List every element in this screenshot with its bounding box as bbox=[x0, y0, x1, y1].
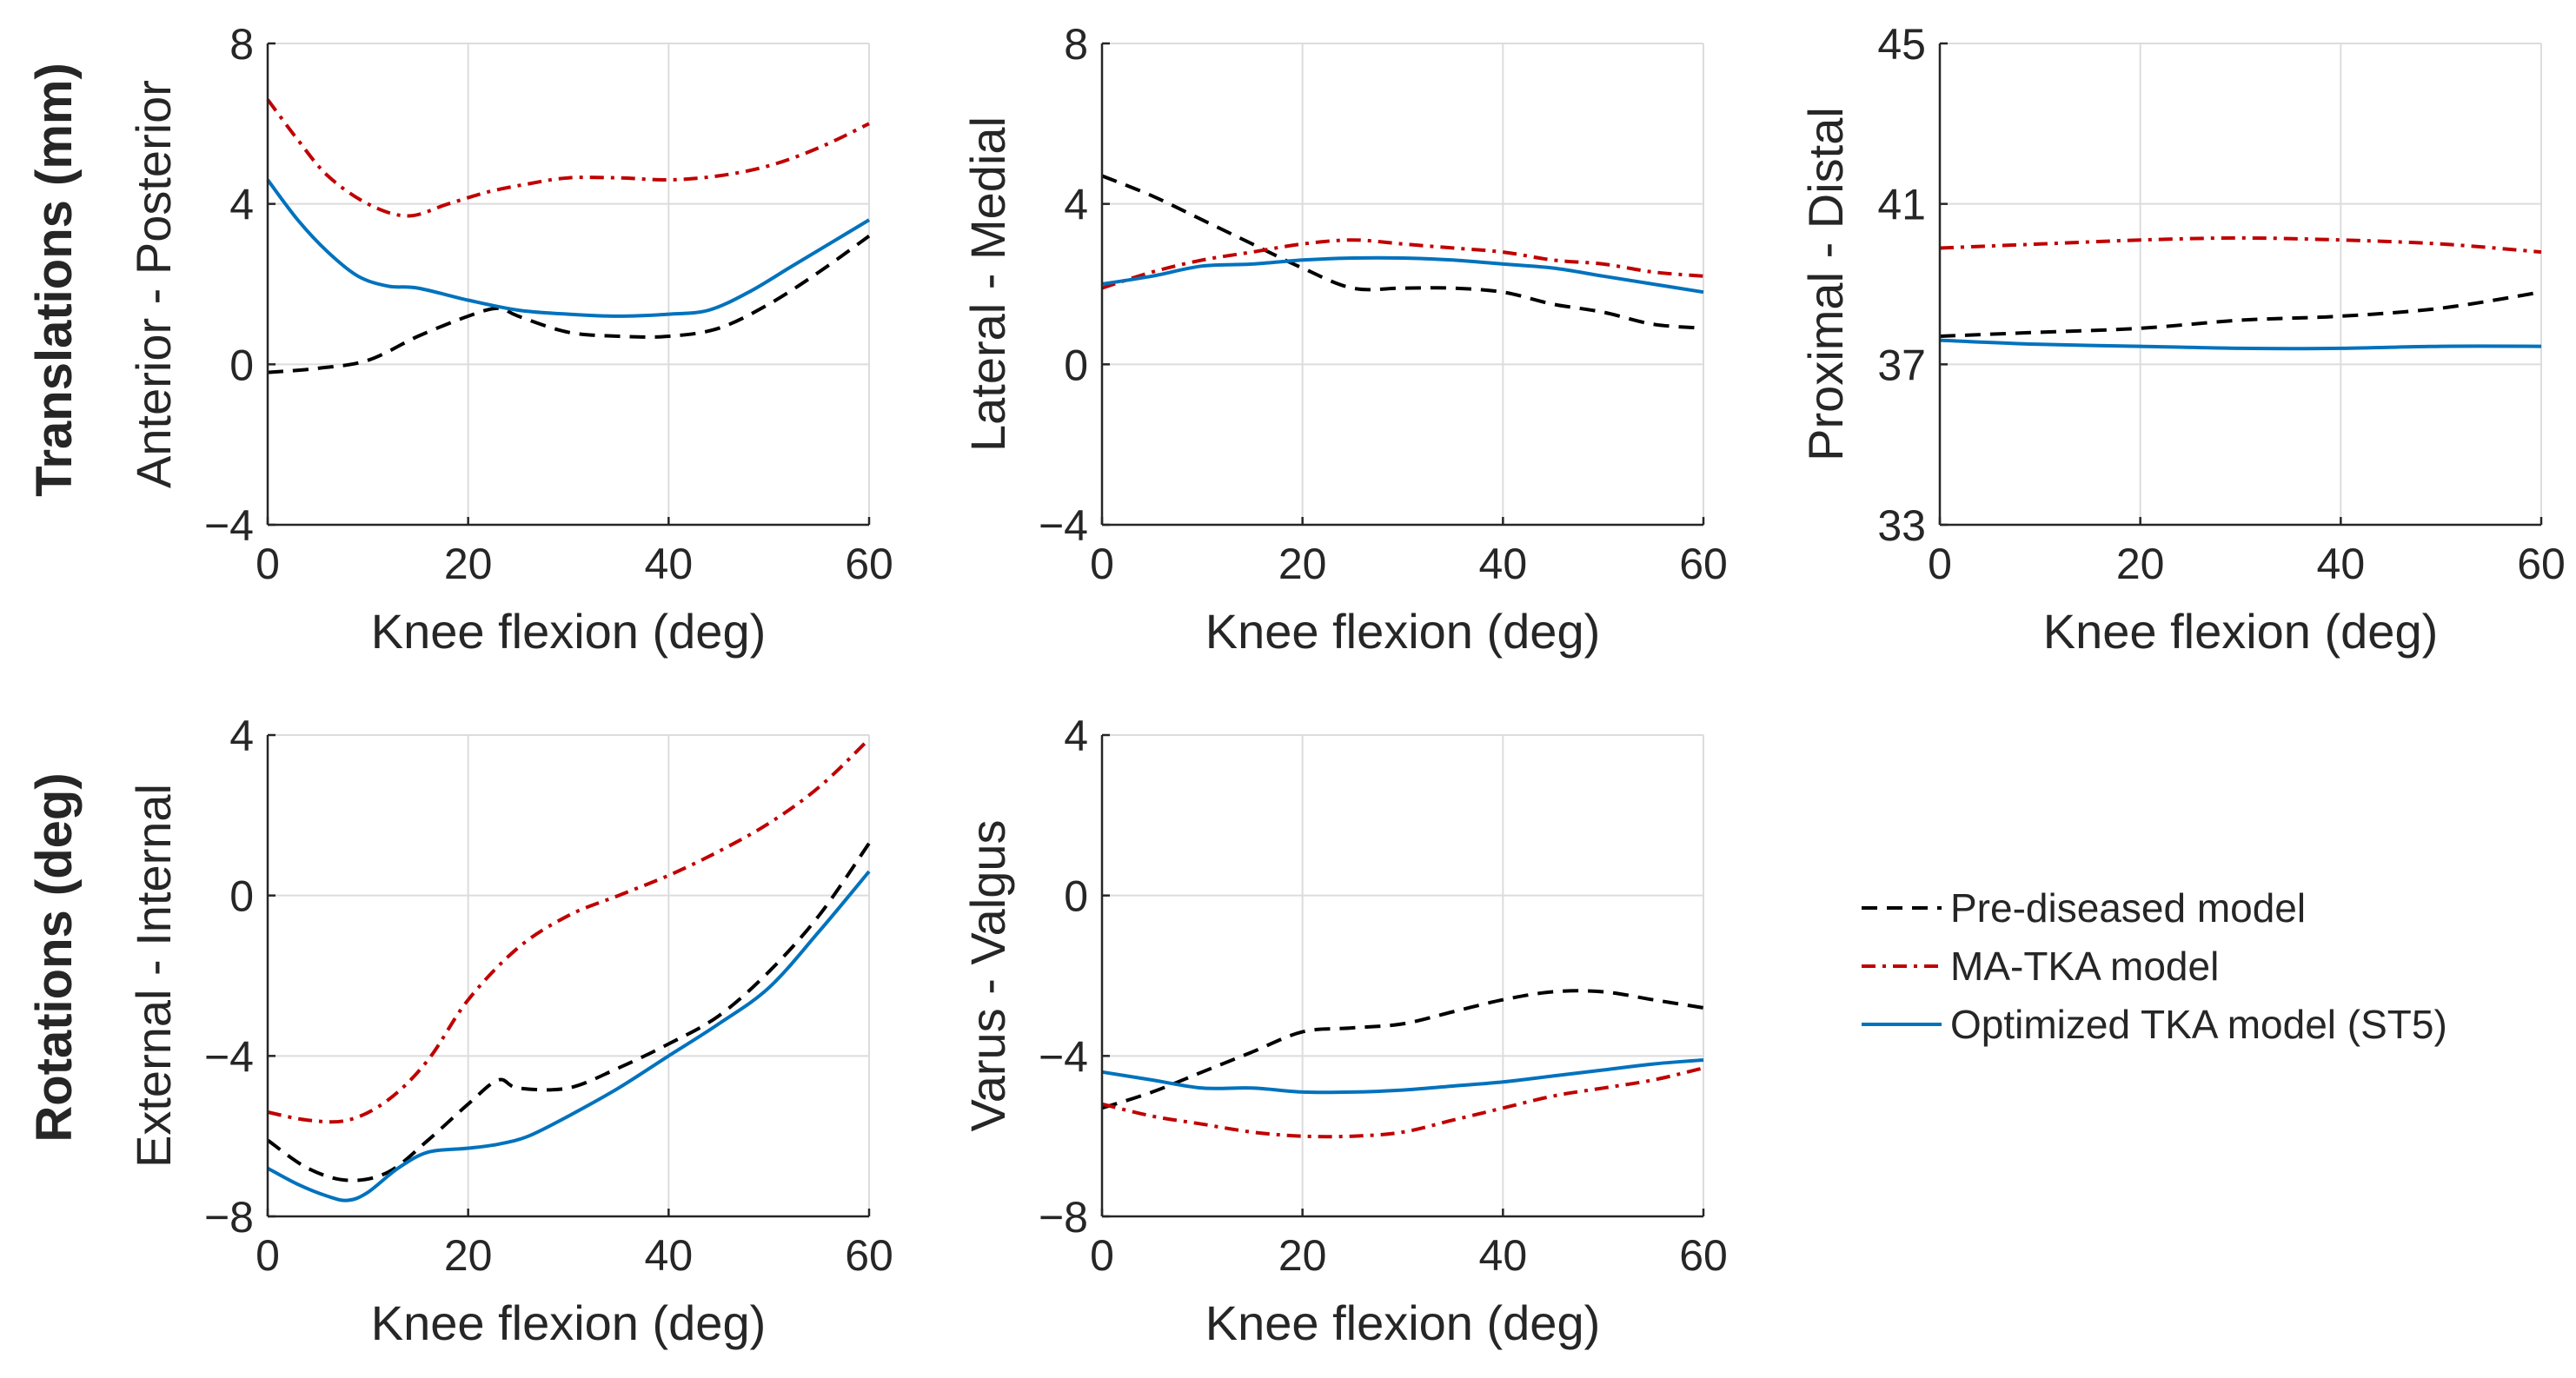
y-tick-label: 0 bbox=[229, 341, 254, 389]
series-line-ma bbox=[1101, 1066, 1704, 1139]
y-tick-label: 41 bbox=[1877, 181, 1926, 229]
x-tick-label: 0 bbox=[1090, 1231, 1114, 1280]
series-line-pre bbox=[1101, 174, 1704, 330]
y-tick-label: 4 bbox=[1064, 712, 1088, 760]
y-axis-label: Proximal - Distal bbox=[1798, 107, 1853, 461]
x-axis-label: Knee flexion (deg) bbox=[1205, 604, 1601, 659]
y-tick-label: −4 bbox=[204, 1032, 254, 1081]
y-axis-label: Anterior - Posterior bbox=[126, 80, 181, 488]
series-line-opt bbox=[1101, 1058, 1704, 1095]
x-tick-label: 40 bbox=[2317, 540, 2366, 588]
y-tick-label: 0 bbox=[1064, 341, 1088, 389]
x-tick-label: 60 bbox=[1679, 1231, 1728, 1280]
legend-label-opt: Optimized TKA model (ST5) bbox=[1950, 1002, 2447, 1047]
x-tick-label: 60 bbox=[1679, 540, 1728, 588]
x-tick-label: 0 bbox=[256, 540, 280, 588]
series-line-opt bbox=[266, 178, 871, 318]
y-tick-label: 8 bbox=[229, 20, 254, 69]
x-tick-label: 40 bbox=[1479, 540, 1528, 588]
series-line-pre bbox=[266, 842, 871, 1183]
x-tick-label: 0 bbox=[256, 1231, 280, 1280]
y-axis-label: Varus - Valgus bbox=[960, 820, 1015, 1132]
x-tick-label: 20 bbox=[1278, 540, 1327, 588]
row-label-rotations: Rotations (deg) bbox=[26, 772, 83, 1142]
y-tick-label: 4 bbox=[229, 181, 254, 229]
x-tick-label: 20 bbox=[444, 1231, 493, 1280]
series-line-opt bbox=[1939, 338, 2542, 351]
x-tick-label: 40 bbox=[645, 1231, 694, 1280]
x-tick-label: 20 bbox=[1278, 1231, 1327, 1280]
row-label-translations: Translations (mm) bbox=[26, 63, 83, 497]
y-tick-label: 4 bbox=[1064, 181, 1088, 229]
series-line-pre bbox=[1939, 290, 2542, 338]
series-line-ma bbox=[1939, 235, 2542, 255]
y-tick-label: 37 bbox=[1877, 341, 1926, 389]
y-tick-label: 0 bbox=[1064, 872, 1088, 921]
series-line-ma bbox=[1101, 238, 1704, 290]
legend-label-pre: Pre-diseased model bbox=[1950, 885, 2306, 931]
x-tick-label: 40 bbox=[645, 540, 694, 588]
x-axis-label: Knee flexion (deg) bbox=[1205, 1295, 1601, 1350]
y-axis-label: Lateral - Medial bbox=[960, 116, 1015, 452]
y-tick-label: −8 bbox=[1039, 1193, 1088, 1242]
x-tick-label: 60 bbox=[845, 1231, 893, 1280]
series-line-opt bbox=[1101, 255, 1704, 295]
series-line-pre bbox=[1101, 989, 1704, 1110]
y-tick-label: −4 bbox=[1039, 501, 1088, 550]
legend-label-ma: MA-TKA model bbox=[1950, 944, 2219, 989]
x-tick-label: 60 bbox=[845, 540, 893, 588]
legend: Pre-diseased model MA-TKA model Optimized … bbox=[1862, 885, 2447, 1047]
x-tick-label: 20 bbox=[2116, 540, 2165, 588]
x-tick-label: 20 bbox=[444, 540, 493, 588]
series-line-opt bbox=[267, 870, 871, 1202]
y-tick-label: −4 bbox=[1039, 1032, 1088, 1081]
y-tick-label: 45 bbox=[1877, 20, 1926, 69]
series-line-ma bbox=[267, 738, 871, 1124]
subplot-vv: 0 20 40 60 −8 −4 0 4 Knee flexion (deg) Varus - V… bbox=[960, 712, 1728, 1350]
x-tick-label: 0 bbox=[1090, 540, 1114, 588]
series-line-ma bbox=[266, 98, 870, 218]
y-axis-label: External - Internal bbox=[126, 784, 181, 1168]
y-tick-label: −8 bbox=[204, 1193, 254, 1242]
subplot-ei: 0 20 40 60 −8 −4 0 4 Knee flexion (deg) External … bbox=[126, 712, 893, 1350]
x-tick-label: 0 bbox=[1928, 540, 1952, 588]
x-tick-label: 40 bbox=[1479, 1231, 1528, 1280]
subplot-pd: 0 20 40 60 33 37 41 45 Knee flexion (deg) Proxima… bbox=[1798, 20, 2566, 659]
y-tick-label: 8 bbox=[1064, 20, 1088, 69]
y-tick-label: 4 bbox=[229, 712, 254, 760]
x-axis-label: Knee flexion (deg) bbox=[371, 1295, 767, 1350]
y-tick-label: 0 bbox=[229, 872, 254, 921]
x-tick-label: 60 bbox=[2517, 540, 2566, 588]
y-tick-label: 33 bbox=[1877, 501, 1926, 550]
series-line-pre bbox=[267, 234, 871, 374]
x-axis-label: Knee flexion (deg) bbox=[371, 604, 767, 659]
x-axis-label: Knee flexion (deg) bbox=[2043, 604, 2439, 659]
y-tick-label: −4 bbox=[204, 501, 254, 550]
